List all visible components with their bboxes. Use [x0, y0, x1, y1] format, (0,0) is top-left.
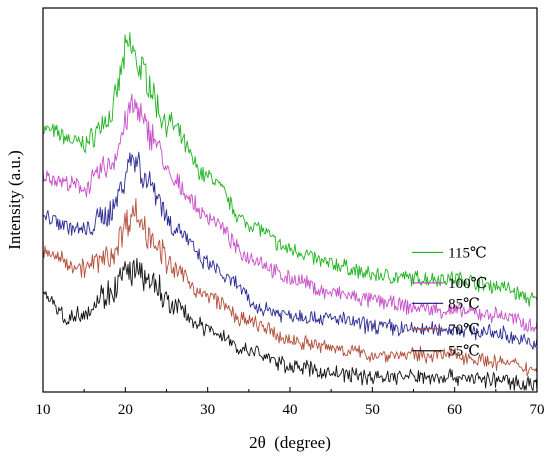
legend-label: 100℃: [448, 276, 487, 292]
series-line-115℃: [42, 32, 538, 307]
x-tick-label: 10: [36, 402, 51, 418]
legend-label: 70℃: [448, 322, 480, 338]
x-axis-ticks: 10 20 30 40 50 60 70: [36, 387, 545, 418]
x-tick-label: 40: [283, 402, 298, 418]
x-axis-label: 2θ (degree): [249, 433, 331, 452]
series-line-70℃: [42, 198, 538, 377]
legend-label: 115℃: [448, 245, 487, 261]
series-line-100℃: [42, 93, 538, 332]
x-tick-label: 60: [447, 402, 462, 418]
series-line-55℃: [42, 257, 538, 392]
y-axis-label: Intensity (a.u.): [5, 150, 24, 250]
legend-label: 55℃: [448, 344, 480, 360]
x-tick-label: 70: [530, 402, 545, 418]
legend: 115℃ 100℃ 85℃ 70℃ 55℃: [411, 245, 487, 360]
legend-label: 85℃: [448, 296, 480, 312]
x-tick-label: 50: [365, 402, 380, 418]
x-tick-label: 20: [118, 402, 133, 418]
series-layer: [42, 32, 538, 392]
x-tick-label: 30: [200, 402, 215, 418]
series-line-85℃: [42, 151, 538, 350]
